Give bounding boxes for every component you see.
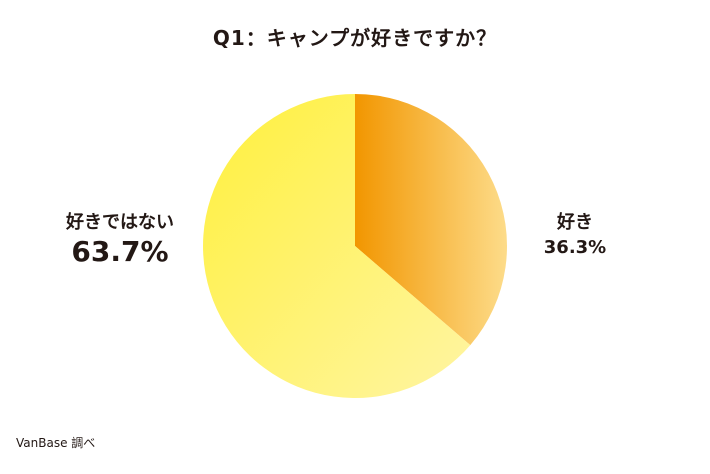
slice-label-like: 好き 36.3% [535, 212, 615, 258]
slice-value-like: 36.3% [543, 236, 607, 258]
slice-value-dislike: 63.7% [71, 234, 169, 268]
pie-slice-like [355, 94, 508, 346]
slice-label-dislike: 好きではない 63.7% [55, 212, 185, 268]
slice-name-like: 好き [557, 212, 593, 233]
pie-slice-dislike [203, 94, 471, 398]
source-note: VanBase 調べ [16, 436, 96, 450]
chart-title: Q1：キャンプが好きですか？ [212, 26, 498, 50]
slice-name-dislike: 好きではない [66, 212, 174, 233]
